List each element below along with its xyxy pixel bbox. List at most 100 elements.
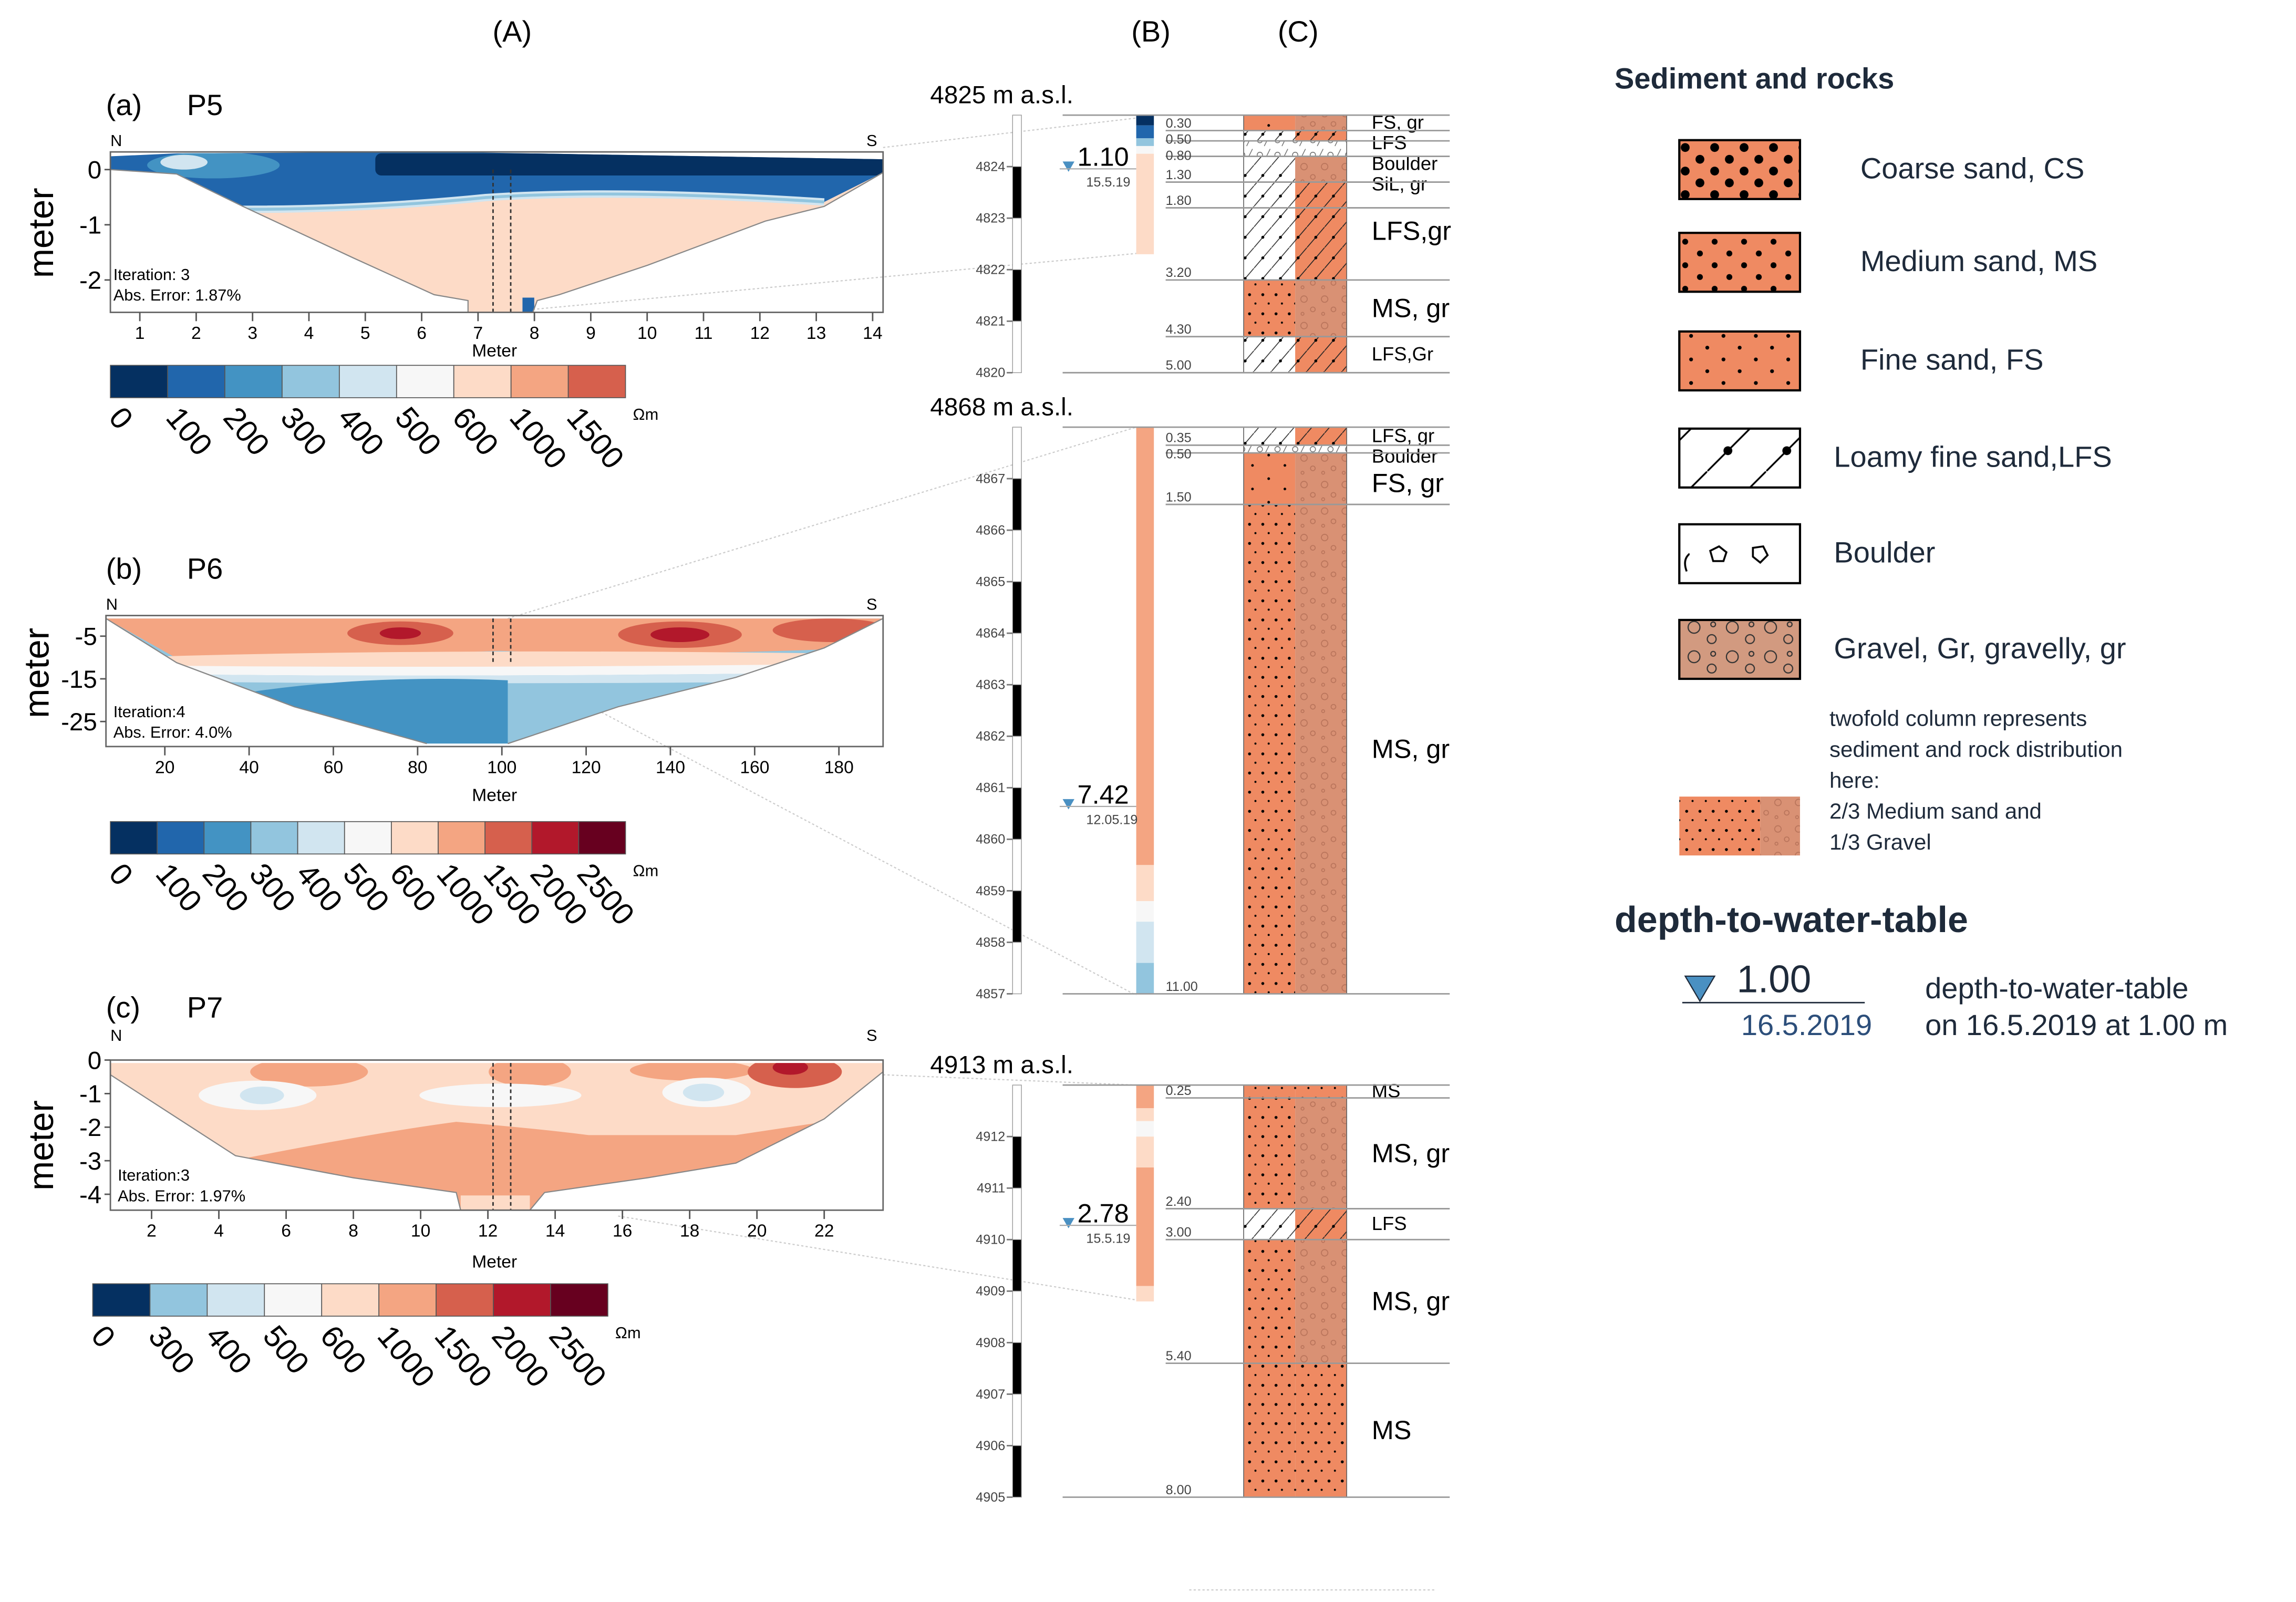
x-tick-label: 180	[824, 758, 854, 777]
resistivity-strip-segment	[1136, 138, 1154, 146]
x-axis-label: Meter	[472, 1253, 517, 1272]
elevation-tick-label: 4861	[976, 781, 1005, 795]
scale-bar-segment	[1012, 787, 1022, 840]
legend-item-label: Loamy fine sand,LFS	[1834, 440, 2112, 473]
scale-bar-segment	[1012, 890, 1022, 943]
legend-item-label: Coarse sand, CS	[1860, 152, 2085, 185]
depth-label: 0.35	[1166, 431, 1192, 446]
x-tick-label: 11	[695, 324, 713, 343]
x-tick-label: 5	[360, 324, 370, 343]
borehole-log-2: 4868 m a.s.l. 4867 4866 4865 4864 4863 4862 486…	[930, 394, 1450, 1001]
colorbar-label: 600	[314, 1319, 373, 1381]
colorbar-cell	[438, 821, 485, 855]
x-tick-label: 16	[613, 1222, 632, 1241]
plot-frame	[109, 1059, 884, 1211]
layer-label: FS, gr	[1372, 468, 1444, 498]
water-example-value: 1.00	[1737, 958, 1812, 1001]
colorbar-label: 0	[102, 857, 140, 892]
colorbar-cell	[203, 821, 252, 855]
resistivity-strip-segment	[1136, 922, 1154, 963]
x-tick-label: 20	[155, 758, 174, 777]
elevation-tick-label: 4911	[977, 1181, 1005, 1196]
colorbar-label: 100	[159, 401, 219, 462]
x-tick-label: 12	[478, 1222, 498, 1241]
twofold-note: twofold column represents sediment and r…	[1679, 706, 2123, 856]
x-tick-label: 100	[487, 758, 516, 777]
y-axis-label: meter	[22, 188, 61, 278]
layer-right-fill	[1295, 1363, 1347, 1497]
abs-error-text: Abs. Error: 1.87%	[113, 286, 241, 304]
y-tick-label: -5	[75, 623, 97, 651]
layer-label: MS, gr	[1372, 293, 1450, 323]
layer-left-fill	[1244, 156, 1296, 182]
colorbar-label: 1500	[428, 1319, 499, 1394]
water-level-value: 2.78	[1078, 1198, 1129, 1228]
colorbar-cell	[250, 821, 298, 855]
y-tick-label: 0	[88, 1047, 101, 1074]
layer-left-fill	[1244, 336, 1296, 373]
colorbar-cell	[282, 365, 340, 398]
elevation-tick-label: 4910	[976, 1233, 1005, 1247]
layer-right-fill	[1295, 452, 1347, 505]
y-tick-label: -1	[79, 212, 101, 240]
panel-title: P7	[187, 990, 223, 1024]
y-axis-label: meter	[17, 628, 56, 718]
layer-label: SiL, gr	[1372, 173, 1427, 195]
scale-bar-segment	[1012, 1136, 1022, 1188]
colorbar-cell	[92, 1283, 151, 1317]
x-tick-label: 1	[135, 324, 145, 343]
scale-bar-segment	[1012, 1084, 1022, 1137]
elevation-label: 4868 m a.s.l.	[930, 394, 1073, 421]
legend-item-label: Boulder	[1834, 536, 1935, 569]
colorbar-cell	[493, 1283, 551, 1317]
resistivity-strip-segment	[1136, 1108, 1154, 1121]
scale-bar-segment	[1012, 166, 1022, 219]
colorbar-cell	[264, 1283, 323, 1317]
legend-swatch	[1678, 232, 1802, 293]
x-tick-label: 20	[747, 1222, 767, 1241]
layer-right-fill	[1295, 445, 1347, 453]
elevation-tick-label: 4858	[976, 935, 1005, 950]
colorbar-cell	[550, 1283, 608, 1317]
depth-label: 3.20	[1166, 265, 1192, 280]
legend-title: Sediment and rocks	[1615, 62, 1894, 95]
water-triangle-icon	[1684, 975, 1716, 1002]
layer-label: LFS	[1372, 1213, 1407, 1234]
colorbar-label: 2500	[542, 1319, 613, 1394]
scale-bar-segment	[1012, 839, 1022, 892]
layer-left-fill	[1244, 1098, 1296, 1209]
elevation-tick-label: 4860	[976, 832, 1005, 847]
scale-bar-segment	[1012, 115, 1022, 167]
panel-title: P5	[187, 88, 223, 121]
scale-bar-segment	[1012, 1239, 1022, 1292]
layer-label: MS, gr	[1372, 1286, 1450, 1316]
scale-bar-segment	[1012, 218, 1022, 270]
scale-bar-segment	[1012, 1393, 1022, 1446]
water-level-date: 15.5.19	[1086, 175, 1130, 190]
scale-bar-segment	[1012, 427, 1022, 479]
legend: Sediment and rocks Coarse sand, CS Medium…	[1615, 62, 2228, 1041]
elevation-tick-label: 4857	[976, 987, 1005, 1001]
elevation-tick-label: 4865	[976, 575, 1005, 590]
colorbar-cell	[531, 821, 580, 855]
depth-label: 1.80	[1166, 193, 1192, 208]
x-tick-label: 2	[147, 1222, 157, 1241]
layer-left-fill	[1244, 280, 1296, 337]
colorbar-cell	[484, 821, 533, 855]
x-tick-label: 10	[411, 1222, 430, 1241]
layer-right-fill	[1295, 1239, 1347, 1363]
legend-swatch	[1678, 523, 1802, 585]
depth-label: 11.00	[1166, 979, 1198, 994]
depth-label: 1.50	[1166, 490, 1192, 504]
y-tick-label: -4	[79, 1181, 101, 1209]
colorbar-unit: Ωm	[633, 861, 659, 880]
resistivity-strip-segment	[1136, 1085, 1154, 1109]
colorbar-label: 500	[336, 857, 396, 918]
panel-title: P6	[187, 552, 223, 585]
water-desc-2: on 16.5.2019 at 1.00 m	[1925, 1008, 2228, 1041]
south-label: S	[866, 131, 877, 150]
iteration-text: Iteration:4	[113, 702, 185, 721]
resistivity-strip-segment	[1136, 1121, 1154, 1137]
elevation-tick-label: 4906	[976, 1439, 1005, 1453]
